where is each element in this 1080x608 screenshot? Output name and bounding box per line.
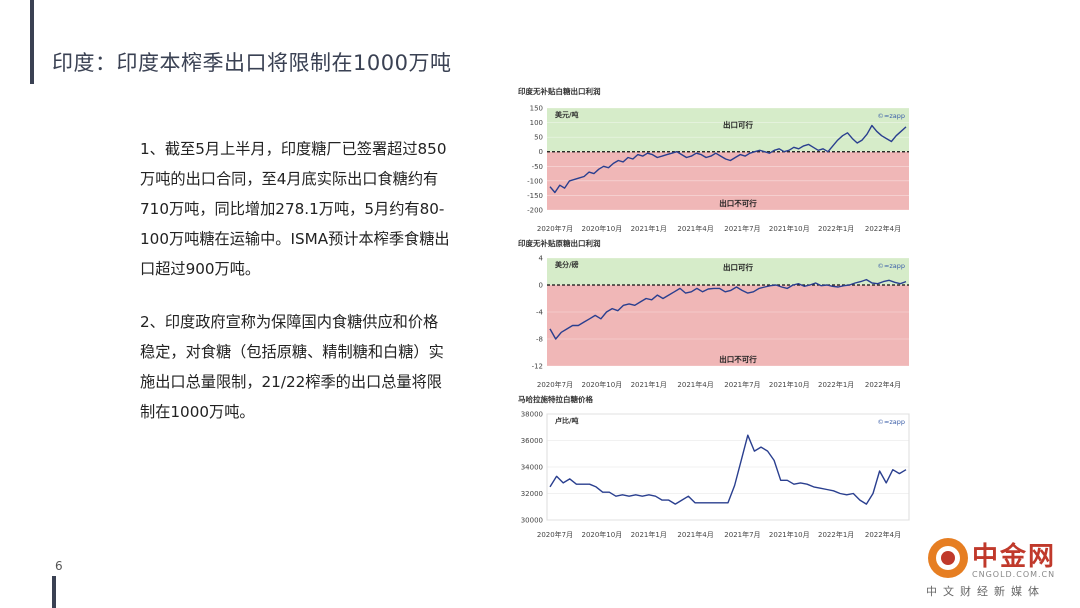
y-tick-label: -8 bbox=[536, 336, 543, 344]
zone-feasible bbox=[547, 108, 909, 152]
x-tick-label: 2021年4月 bbox=[677, 530, 713, 539]
x-tick-label: 2022年1月 bbox=[818, 380, 854, 389]
x-tick-label: 2022年1月 bbox=[818, 530, 854, 539]
x-tick-label: 2022年4月 bbox=[865, 530, 901, 539]
y-tick-label: 4 bbox=[539, 255, 544, 263]
y-tick-label: -4 bbox=[536, 309, 544, 317]
y-tick-label: 100 bbox=[530, 119, 543, 127]
x-tick-label: 2020年7月 bbox=[537, 530, 573, 539]
chart-svg: 印度无补贴原糖出口利润 4 0 -4 -8 -12 2020年7月 2020年10月 2021年… bbox=[518, 238, 909, 389]
x-tick-label: 2020年7月 bbox=[537, 380, 573, 389]
x-tick-label: 2021年1月 bbox=[631, 380, 667, 389]
chart-svg: 印度无补贴白糖出口利润 150 100 50 0 -50 -100 -150 -200 2020年… bbox=[518, 86, 909, 233]
y-tick-label: -200 bbox=[527, 207, 543, 215]
top-accent-bar bbox=[30, 0, 34, 84]
chart-raw-sugar-export-profit: 印度无补贴原糖出口利润 4 0 -4 -8 -12 2020年7月 2020年10月 2021年… bbox=[515, 236, 915, 390]
chart-source: ©≈zapp bbox=[877, 418, 905, 426]
x-tick-label: 2020年10月 bbox=[581, 380, 622, 389]
logo: 中金网 CNGOLD.COM.CN 中文财经新媒体 bbox=[910, 532, 1070, 602]
page-number: 6 bbox=[55, 559, 63, 573]
chart-svg: 马哈拉施特拉白糖价格 38000 36000 34000 32000 30000 2020年… bbox=[518, 394, 910, 539]
series-line bbox=[549, 434, 907, 505]
zone-label-infeasible: 出口不可行 bbox=[719, 198, 757, 208]
x-tick-label: 2021年10月 bbox=[769, 530, 810, 539]
x-tick-label: 2021年7月 bbox=[724, 380, 760, 389]
logo-tagline: 中文财经新媒体 bbox=[926, 585, 1045, 598]
x-tick-label: 2020年10月 bbox=[581, 530, 622, 539]
x-tick-label: 2021年4月 bbox=[677, 224, 713, 233]
body-text: 1、截至5月上半月，印度糖厂已签署超过850万吨的出口合同，至4月底实际出口食糖… bbox=[140, 134, 450, 450]
y-tick-label: -50 bbox=[532, 163, 543, 171]
x-tick-label: 2022年4月 bbox=[865, 224, 901, 233]
x-tick-label: 2020年10月 bbox=[581, 224, 622, 233]
page-title: 印度：印度本榨季出口将限制在1000万吨 bbox=[52, 51, 452, 75]
bottom-accent-bar bbox=[52, 576, 56, 608]
y-tick-label: 38000 bbox=[521, 411, 543, 419]
chart-source: ©≈zapp bbox=[877, 112, 905, 120]
y-axis-label: 美分/磅 bbox=[555, 260, 579, 269]
chart-title: 马哈拉施特拉白糖价格 bbox=[518, 394, 593, 404]
y-tick-label: 36000 bbox=[521, 437, 543, 445]
y-tick-label: 0 bbox=[539, 282, 543, 290]
y-tick-label: -150 bbox=[527, 192, 543, 200]
series-line bbox=[549, 278, 907, 340]
x-tick-label: 2021年4月 bbox=[677, 380, 713, 389]
chart-maharashtra-white-sugar-price: 马哈拉施特拉白糖价格 38000 36000 34000 32000 30000 2020年… bbox=[515, 392, 915, 540]
y-tick-label: 150 bbox=[530, 105, 543, 113]
paragraph-1: 1、截至5月上半月，印度糖厂已签署超过850万吨的出口合同，至4月底实际出口食糖… bbox=[140, 140, 450, 278]
chart-source: ©≈zapp bbox=[877, 262, 905, 270]
x-tick-label: 2022年4月 bbox=[865, 380, 901, 389]
x-tick-label: 2021年10月 bbox=[769, 224, 810, 233]
x-tick-label: 2020年7月 bbox=[537, 224, 573, 233]
zone-label-infeasible: 出口不可行 bbox=[719, 354, 757, 364]
y-tick-label: 30000 bbox=[521, 517, 543, 525]
chart-title: 印度无补贴原糖出口利润 bbox=[518, 238, 601, 248]
y-tick-label: 32000 bbox=[521, 490, 543, 498]
chart-white-sugar-export-profit: 印度无补贴白糖出口利润 150 100 50 0 -50 -100 -150 -200 2020年… bbox=[515, 84, 915, 234]
series-line bbox=[549, 124, 907, 194]
y-tick-label: -100 bbox=[527, 177, 543, 185]
x-tick-label: 2022年1月 bbox=[818, 224, 854, 233]
zone-label-feasible: 出口可行 bbox=[723, 120, 753, 130]
zone-label-feasible: 出口可行 bbox=[723, 262, 753, 272]
zone-feasible bbox=[547, 258, 909, 285]
y-tick-label: -12 bbox=[532, 363, 543, 371]
y-tick-label: 0 bbox=[539, 148, 543, 156]
x-tick-label: 2021年10月 bbox=[769, 380, 810, 389]
logo-domain: CNGOLD.COM.CN bbox=[972, 570, 1056, 579]
paragraph-2: 2、印度政府宣称为保障国内食糖供应和价格稳定，对食糖（包括原糖、精制糖和白糖）实… bbox=[140, 313, 444, 421]
y-tick-label: 34000 bbox=[521, 464, 543, 472]
x-tick-label: 2021年7月 bbox=[724, 530, 760, 539]
x-tick-label: 2021年7月 bbox=[724, 224, 760, 233]
y-tick-label: 50 bbox=[534, 134, 543, 142]
y-axis-label: 卢比/吨 bbox=[555, 416, 579, 425]
chart-title: 印度无补贴白糖出口利润 bbox=[518, 86, 601, 96]
logo-emblem-icon bbox=[928, 538, 968, 578]
logo-name: 中金网 bbox=[972, 542, 1057, 572]
zone-infeasible bbox=[547, 285, 909, 366]
x-tick-label: 2021年1月 bbox=[631, 224, 667, 233]
x-tick-label: 2021年1月 bbox=[631, 530, 667, 539]
y-axis-label: 美元/吨 bbox=[555, 110, 579, 119]
